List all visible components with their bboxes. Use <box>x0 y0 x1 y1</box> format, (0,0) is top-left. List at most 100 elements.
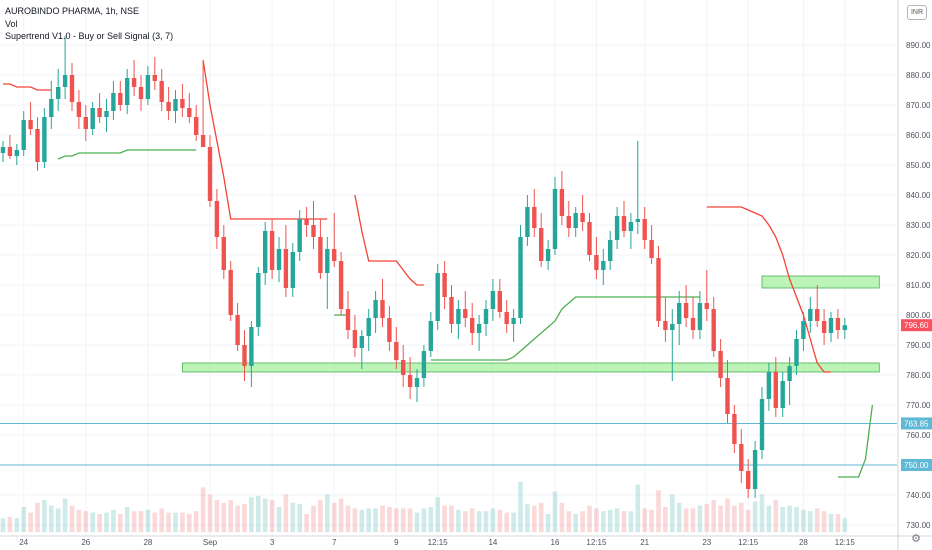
volume-bar <box>449 505 454 532</box>
candle-body <box>787 366 792 381</box>
time-tick-label: 9 <box>394 538 399 547</box>
candle-body <box>387 318 392 342</box>
volume-bar <box>414 512 420 532</box>
candle-body <box>428 321 433 351</box>
candle-body <box>318 237 323 273</box>
candle-body <box>14 150 19 156</box>
volume-bar <box>221 502 227 532</box>
volume-bar <box>739 502 744 532</box>
currency-button[interactable]: INR <box>907 5 927 20</box>
candle-body <box>28 120 33 129</box>
time-tick-label: 14 <box>488 538 497 547</box>
price-tick-label: 870.00 <box>906 101 931 110</box>
volume-bar <box>111 509 116 532</box>
volume-bar <box>483 511 489 532</box>
candle-body <box>7 147 13 156</box>
volume-bar <box>538 502 544 532</box>
candle-body <box>470 318 475 333</box>
time-tick-label: 12:15 <box>738 538 759 547</box>
volume-bar <box>55 508 61 532</box>
price-tick-label: 820.00 <box>906 251 931 260</box>
volume-bar <box>697 505 703 532</box>
volume-bar <box>152 512 158 532</box>
candle-body <box>656 258 661 321</box>
volume-bar <box>7 516 13 532</box>
time-tick-label: 26 <box>81 538 90 547</box>
line-price-badge <box>901 417 932 430</box>
volume-bar <box>352 508 358 532</box>
time-tick-label: 7 <box>332 538 337 547</box>
volume-bar <box>835 514 841 532</box>
candle-body <box>780 381 785 408</box>
volume-bar <box>421 508 427 532</box>
volume-bar <box>249 497 254 532</box>
volume-bar <box>628 511 634 532</box>
candle-body <box>725 378 730 414</box>
candle-body <box>0 147 6 153</box>
candle-body <box>90 108 95 129</box>
candle-body <box>21 120 26 150</box>
candle-body <box>166 102 171 111</box>
candle-body <box>325 249 330 273</box>
volume-bar <box>463 511 468 532</box>
candle-body <box>815 309 820 321</box>
volume-bar <box>297 504 302 532</box>
volume-bar <box>0 518 6 532</box>
candle-body <box>366 318 371 336</box>
price-label-text: 763.85 <box>904 419 929 428</box>
volume-bar <box>594 508 599 532</box>
volume-bar <box>228 500 233 532</box>
supertrend-up-line <box>430 296 700 361</box>
volume-bar <box>725 498 730 532</box>
candle-body <box>759 399 765 450</box>
candle-body <box>214 201 220 237</box>
volume-bar <box>821 511 827 532</box>
candle-body <box>711 309 716 351</box>
volume-indicator-label: Vol <box>5 19 18 29</box>
volume-bar <box>566 511 572 532</box>
volume-bar <box>773 500 779 532</box>
candle-body <box>483 309 489 324</box>
volume-bar <box>607 509 613 532</box>
candle-body <box>194 117 199 135</box>
volume-bar <box>442 505 447 532</box>
volume-bar <box>345 505 351 532</box>
candle-body <box>256 273 261 327</box>
volume-bar <box>83 511 89 532</box>
candle-body <box>442 273 447 297</box>
candle-body <box>97 108 102 117</box>
volume-bar <box>532 505 537 532</box>
candle-body <box>401 360 406 375</box>
candle-body <box>290 252 295 288</box>
volume-bar <box>269 500 275 532</box>
candle-body <box>449 297 454 324</box>
price-tick-label: 880.00 <box>906 71 931 80</box>
candle-body <box>697 303 703 330</box>
candle-body <box>476 324 482 333</box>
volume-bar <box>787 505 792 532</box>
volume-bar <box>573 514 578 532</box>
gear-icon[interactable]: ⚙ <box>911 532 921 545</box>
volume-bar <box>828 514 834 532</box>
volume-bar <box>97 514 102 532</box>
volume-bar <box>780 507 785 532</box>
candle-body <box>746 471 751 489</box>
candle-body <box>456 309 461 324</box>
volume-bar <box>456 509 461 532</box>
volume-bar <box>683 508 689 532</box>
candle-body <box>118 93 123 105</box>
support-zone <box>181 362 880 373</box>
volume-bar <box>552 491 558 532</box>
price-tick-label: 850.00 <box>906 161 931 170</box>
candle-body <box>104 111 109 117</box>
volume-bar <box>214 500 220 532</box>
candle-body <box>532 207 537 228</box>
volume-bar <box>587 505 592 532</box>
volume-bar <box>104 512 109 532</box>
volume-bar <box>387 507 392 532</box>
candle-body <box>394 342 399 360</box>
volume-bar <box>428 507 434 532</box>
time-tick-label: 28 <box>799 538 808 547</box>
